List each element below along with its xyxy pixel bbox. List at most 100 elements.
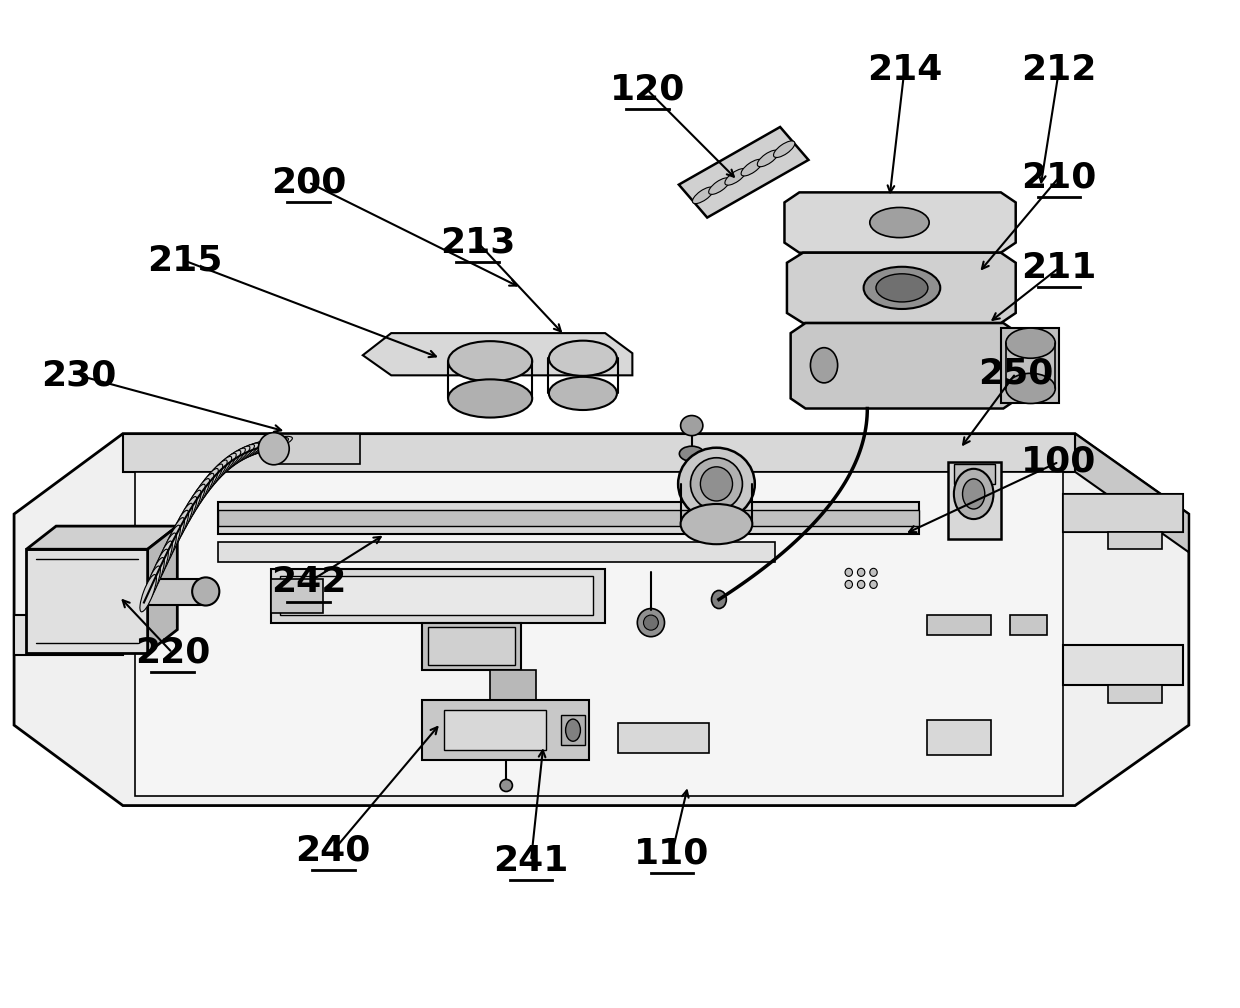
Text: 200: 200 xyxy=(270,165,346,200)
Text: 213: 213 xyxy=(440,226,516,260)
Ellipse shape xyxy=(212,451,241,480)
Ellipse shape xyxy=(159,533,176,570)
Polygon shape xyxy=(26,549,148,653)
Polygon shape xyxy=(272,570,605,623)
Ellipse shape xyxy=(232,442,268,461)
Ellipse shape xyxy=(869,581,877,589)
Ellipse shape xyxy=(218,447,250,472)
Ellipse shape xyxy=(549,341,618,376)
Polygon shape xyxy=(618,723,709,753)
Polygon shape xyxy=(148,580,206,605)
Ellipse shape xyxy=(692,187,714,204)
Ellipse shape xyxy=(448,379,532,417)
Text: 210: 210 xyxy=(1022,160,1096,195)
Ellipse shape xyxy=(565,719,580,741)
Ellipse shape xyxy=(162,525,180,562)
Ellipse shape xyxy=(863,267,940,309)
Ellipse shape xyxy=(962,479,985,509)
Ellipse shape xyxy=(222,445,254,469)
Ellipse shape xyxy=(844,569,852,577)
Ellipse shape xyxy=(239,439,277,457)
Ellipse shape xyxy=(869,208,929,238)
Ellipse shape xyxy=(192,474,215,508)
Polygon shape xyxy=(218,542,775,562)
Ellipse shape xyxy=(206,457,232,488)
Ellipse shape xyxy=(185,484,206,519)
Ellipse shape xyxy=(500,779,512,791)
Ellipse shape xyxy=(644,615,658,630)
Polygon shape xyxy=(363,333,632,375)
Ellipse shape xyxy=(691,458,743,510)
Ellipse shape xyxy=(258,432,289,465)
Text: 211: 211 xyxy=(1022,251,1096,285)
Polygon shape xyxy=(14,615,123,655)
Polygon shape xyxy=(1075,433,1189,552)
Polygon shape xyxy=(218,510,919,526)
Ellipse shape xyxy=(226,444,259,466)
Polygon shape xyxy=(444,710,546,750)
Ellipse shape xyxy=(216,449,246,476)
Ellipse shape xyxy=(202,460,227,492)
Ellipse shape xyxy=(144,566,160,603)
Ellipse shape xyxy=(250,437,289,453)
Ellipse shape xyxy=(236,440,272,459)
Text: 120: 120 xyxy=(610,73,684,107)
Ellipse shape xyxy=(774,141,795,157)
Ellipse shape xyxy=(857,581,864,589)
Ellipse shape xyxy=(140,575,156,612)
Ellipse shape xyxy=(549,377,618,410)
Ellipse shape xyxy=(196,469,218,502)
Text: 241: 241 xyxy=(494,844,569,878)
Text: 215: 215 xyxy=(148,244,222,278)
Polygon shape xyxy=(1109,685,1162,703)
Ellipse shape xyxy=(151,549,169,587)
Polygon shape xyxy=(26,526,177,549)
Polygon shape xyxy=(14,433,1189,805)
Ellipse shape xyxy=(811,348,838,383)
Text: 220: 220 xyxy=(135,636,210,669)
Polygon shape xyxy=(954,464,994,484)
Polygon shape xyxy=(791,323,1018,408)
Ellipse shape xyxy=(177,497,197,532)
Polygon shape xyxy=(272,580,324,613)
Ellipse shape xyxy=(254,436,293,452)
Polygon shape xyxy=(135,472,1063,795)
Ellipse shape xyxy=(680,447,704,462)
Polygon shape xyxy=(1063,645,1183,685)
Polygon shape xyxy=(926,615,991,635)
Ellipse shape xyxy=(228,442,263,464)
Polygon shape xyxy=(123,433,1075,472)
Polygon shape xyxy=(1109,532,1162,549)
Polygon shape xyxy=(785,193,1016,253)
Ellipse shape xyxy=(875,274,928,302)
Ellipse shape xyxy=(247,438,284,454)
Polygon shape xyxy=(148,526,177,653)
Polygon shape xyxy=(1063,494,1183,532)
Text: 250: 250 xyxy=(978,356,1054,390)
Ellipse shape xyxy=(208,454,237,484)
Ellipse shape xyxy=(709,177,730,195)
Polygon shape xyxy=(560,715,585,745)
Ellipse shape xyxy=(1006,328,1055,358)
Ellipse shape xyxy=(192,578,219,606)
Ellipse shape xyxy=(857,569,864,577)
Ellipse shape xyxy=(681,504,753,544)
Polygon shape xyxy=(947,462,1001,539)
Ellipse shape xyxy=(954,469,993,519)
Polygon shape xyxy=(926,720,991,755)
Text: 230: 230 xyxy=(41,358,117,392)
Polygon shape xyxy=(1009,615,1047,635)
Text: 214: 214 xyxy=(867,52,942,87)
Ellipse shape xyxy=(637,609,665,637)
Ellipse shape xyxy=(148,557,165,595)
Ellipse shape xyxy=(725,168,746,185)
Polygon shape xyxy=(1001,328,1059,403)
Ellipse shape xyxy=(678,448,755,520)
Text: 212: 212 xyxy=(1022,52,1096,87)
Polygon shape xyxy=(490,670,536,700)
Ellipse shape xyxy=(869,569,877,577)
Text: 240: 240 xyxy=(295,834,371,868)
Polygon shape xyxy=(787,253,1016,323)
Polygon shape xyxy=(1063,494,1183,532)
Ellipse shape xyxy=(681,415,703,435)
